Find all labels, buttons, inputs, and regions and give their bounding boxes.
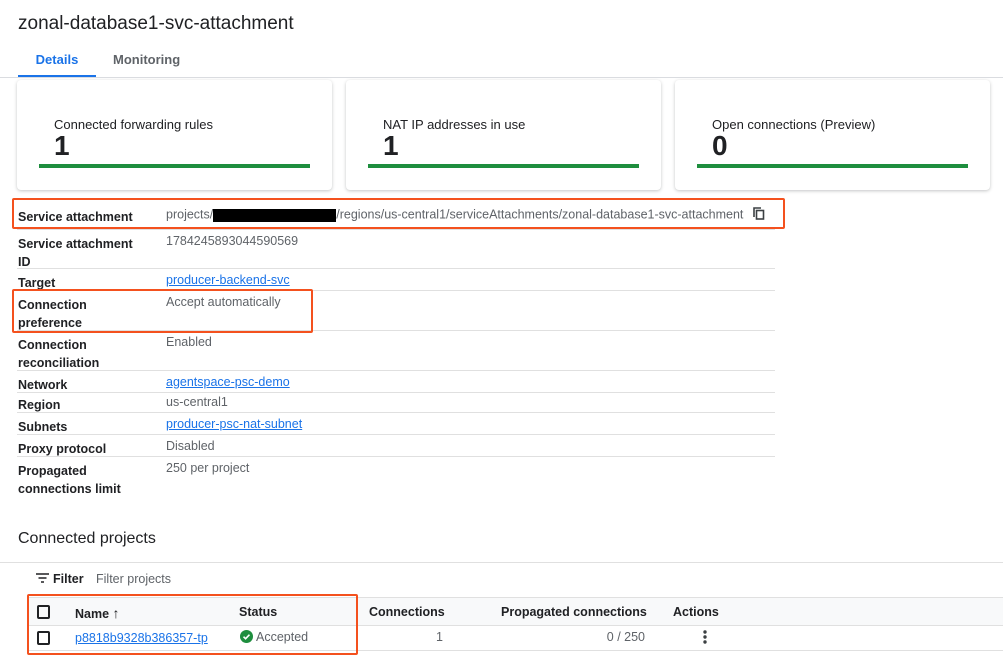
column-connections[interactable]: Connections: [369, 605, 445, 619]
detail-network: Network agentspace-psc-demo: [17, 371, 775, 393]
card-label: Open connections (Preview): [712, 117, 876, 132]
target-link[interactable]: producer-backend-svc: [166, 273, 290, 287]
filter-icon: [36, 573, 49, 583]
filter-button[interactable]: Filter: [36, 572, 84, 586]
detail-service-attachment: Service attachment projects/ /regions/us-…: [17, 203, 775, 230]
detail-value: projects/ /regions/us-central1/serviceAtt…: [166, 207, 765, 223]
detail-id: Service attachment ID 178424589304459056…: [17, 230, 775, 269]
filter-input[interactable]: Filter projects: [96, 572, 172, 586]
connections-count: 1: [436, 630, 443, 644]
detail-value: 250 per project: [166, 461, 250, 475]
tab-monitoring[interactable]: Monitoring: [113, 52, 181, 67]
redacted-block: [213, 208, 337, 222]
uri-prefix: projects/: [166, 207, 214, 222]
detail-proxy: Proxy protocol Disabled: [17, 435, 775, 457]
card-nat-ips: NAT IP addresses in use 1: [346, 80, 661, 190]
detail-label: Proxy protocol: [18, 442, 107, 456]
detail-reconciliation: Connection reconciliation Enabled: [17, 331, 775, 371]
card-value: 1: [54, 130, 70, 161]
status-text: Accepted: [256, 630, 309, 644]
card-value: 1: [383, 130, 399, 161]
detail-label: Region: [18, 398, 61, 412]
detail-label: Service attachment ID: [18, 237, 133, 269]
detail-connection-preference: Connection preference Accept automatical…: [17, 291, 775, 331]
card-open-connections: Open connections (Preview) 0: [675, 80, 990, 190]
detail-subnets: Subnets producer-psc-nat-subnet: [17, 413, 775, 435]
check-circle-icon: [240, 630, 253, 643]
card-label: NAT IP addresses in use: [383, 117, 526, 132]
card-bar: [368, 164, 639, 168]
page-title: zonal-database1-svc-attachment: [18, 13, 294, 34]
column-status[interactable]: Status: [239, 605, 278, 619]
highlight-box: [12, 289, 313, 333]
highlight-box: [12, 198, 785, 229]
card-bar: [697, 164, 968, 168]
tab-divider: [0, 77, 1003, 78]
detail-label: Subnets: [18, 420, 68, 434]
status-badge: Accepted: [240, 630, 308, 644]
column-propagated[interactable]: Propagated connections: [501, 605, 647, 619]
highlight-box: [27, 594, 358, 655]
column-name[interactable]: Name ↑: [75, 605, 120, 621]
card-label: Connected forwarding rules: [54, 117, 213, 132]
detail-limit: Propagated connections limit 250 per pro…: [17, 457, 775, 496]
project-link[interactable]: p8818b9328b386357-tp: [75, 631, 208, 645]
detail-label: Connection preference: [18, 298, 87, 330]
card-bar: [39, 164, 310, 168]
network-link[interactable]: agentspace-psc-demo: [166, 375, 290, 389]
uri-suffix: /regions/us-central1/serviceAttachments/…: [336, 207, 744, 222]
detail-label: Propagated connections limit: [18, 464, 121, 496]
card-forwarding-rules: Connected forwarding rules 1: [17, 80, 332, 190]
sort-ascending-icon: ↑: [112, 605, 120, 621]
detail-label: Connection reconciliation: [18, 338, 100, 370]
detail-label: Network: [18, 378, 68, 392]
subnet-link[interactable]: producer-psc-nat-subnet: [166, 417, 303, 431]
propagated-count: 0 / 250: [606, 630, 645, 644]
detail-value: Disabled: [166, 439, 215, 453]
copy-icon[interactable]: [753, 207, 765, 223]
section-heading: Connected projects: [18, 530, 156, 547]
card-value: 0: [712, 130, 728, 161]
tab-details[interactable]: Details: [18, 52, 96, 77]
detail-value: 1784245893044590569: [166, 234, 299, 248]
row-checkbox[interactable]: [37, 631, 50, 645]
table-row: p8818b9328b386357-tp Accepted 1 0 / 250: [27, 626, 1003, 651]
detail-target: Target producer-backend-svc: [17, 269, 775, 291]
select-all-checkbox[interactable]: [37, 605, 50, 619]
filter-label: Filter: [53, 572, 84, 586]
detail-region: Region us-central1: [17, 393, 775, 413]
detail-label: Target: [18, 276, 56, 290]
table-header: Name ↑ Status Connections Propagated con…: [27, 597, 1003, 626]
column-actions: Actions: [673, 605, 719, 619]
detail-value: Enabled: [166, 335, 212, 349]
detail-value: us-central1: [166, 395, 228, 409]
detail-label: Service attachment: [18, 210, 133, 224]
detail-value: Accept automatically: [166, 295, 281, 309]
more-vert-icon[interactable]: [702, 629, 708, 648]
divider: [0, 562, 1003, 563]
